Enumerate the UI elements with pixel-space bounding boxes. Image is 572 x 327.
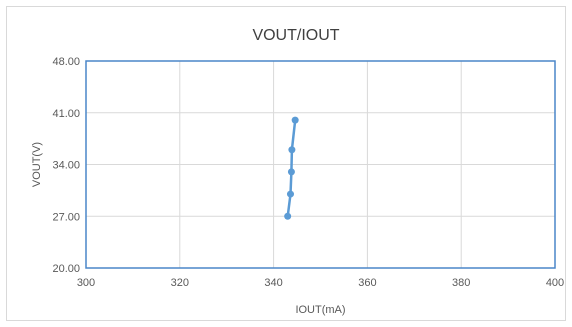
- x-tick-label: 380: [452, 277, 470, 289]
- x-tick-label: 360: [358, 277, 376, 289]
- data-point: [291, 116, 299, 124]
- x-tick-label: 300: [77, 277, 95, 289]
- data-point: [286, 190, 294, 198]
- y-tick-label: 41.00: [52, 108, 80, 120]
- x-tick-label: 320: [171, 277, 189, 289]
- tick-layer: 300 320 340 360 380 400 20.00 27.00 34.00 41.00 48…: [52, 56, 564, 289]
- data-point: [284, 212, 292, 220]
- plot-area: [85, 60, 556, 269]
- grid-layer: [85, 60, 556, 269]
- chart-title: VOUT/IOUT: [252, 27, 339, 44]
- x-tick-label: 400: [546, 277, 564, 289]
- y-tick-label: 20.00: [52, 263, 80, 275]
- series-layer: [284, 116, 299, 220]
- series-line: [286, 119, 297, 217]
- x-axis-title: IOUT(mA): [295, 304, 345, 316]
- y-tick-label: 48.00: [52, 56, 80, 68]
- y-axis-title: VOUT(V): [31, 142, 43, 187]
- data-point: [287, 168, 295, 176]
- data-point: [288, 146, 296, 154]
- y-tick-label: 27.00: [52, 211, 80, 223]
- y-tick-label: 34.00: [52, 160, 80, 172]
- x-tick-label: 340: [264, 277, 282, 289]
